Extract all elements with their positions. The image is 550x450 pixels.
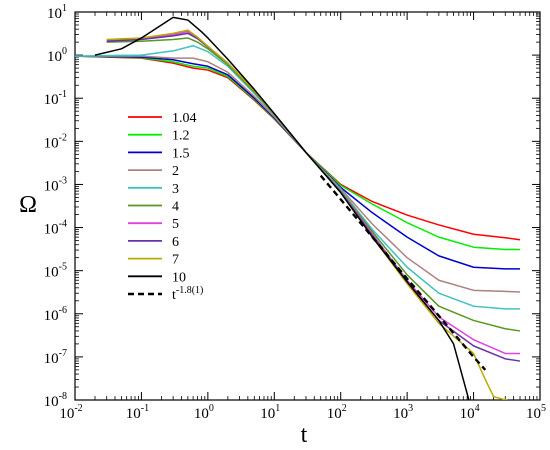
y-tick-label: 100 [47,46,67,65]
plot-frame [74,11,541,401]
y-tick-label: 10-6 [44,305,67,324]
legend-label: t-1.8(1) [172,285,203,303]
y-tick-label: 10-5 [44,262,67,281]
legend-label: 2 [172,164,179,179]
x-axis-label: t [301,422,308,448]
legend-label: 4 [172,200,179,215]
series-line-0 [75,55,521,241]
y-tick-label: 10-8 [44,391,67,410]
x-tick-label: 104 [460,403,480,422]
tick-labels: 10-2 10-1 100 101 102 103 104 10510-810-710-610… [44,3,546,422]
series-line-2 [75,55,520,270]
x-tick-label: 103 [393,403,413,422]
legend-label: 10 [172,270,186,285]
x-tick-label: 102 [327,403,347,422]
x-tick-label: 10-1 [126,403,149,422]
y-tick-label: 10-4 [44,219,67,238]
y-tick-label: 10-1 [44,89,67,108]
series-line-8 [106,29,509,400]
plot-area-border [74,11,541,401]
legend: 1.04 1.2 1.5 2 3 4 5 6 7 10t-1.8(1) [128,111,203,303]
series-line-6 [106,30,520,355]
legend-label: 7 [172,253,179,268]
x-tick-label: 100 [194,403,214,422]
legend-label: 1.5 [172,146,190,161]
axis-ticks [74,11,541,401]
series-line-5 [106,37,521,332]
series-line-3 [75,55,521,293]
legend-label: 1.2 [172,129,190,144]
x-tick-label: 101 [260,403,280,422]
series-line-9 [94,16,470,400]
legend-label: 6 [172,235,179,250]
series-line-10 [319,174,487,371]
legend-label: 3 [172,182,179,197]
series-layer [75,16,521,400]
x-tick-label: 105 [526,403,546,422]
y-tick-label: 101 [47,3,67,22]
y-tick-label: 10-7 [44,348,67,367]
series-line-4 [75,44,520,310]
x-tick-label: 10-2 [59,403,82,422]
y-axis-label: Ω [19,192,37,218]
y-tick-label: 10-3 [44,175,67,194]
series-line-7 [106,32,521,362]
y-tick-label: 10-2 [44,132,67,151]
legend-label: 1.04 [172,111,197,126]
legend-label: 5 [172,217,179,232]
